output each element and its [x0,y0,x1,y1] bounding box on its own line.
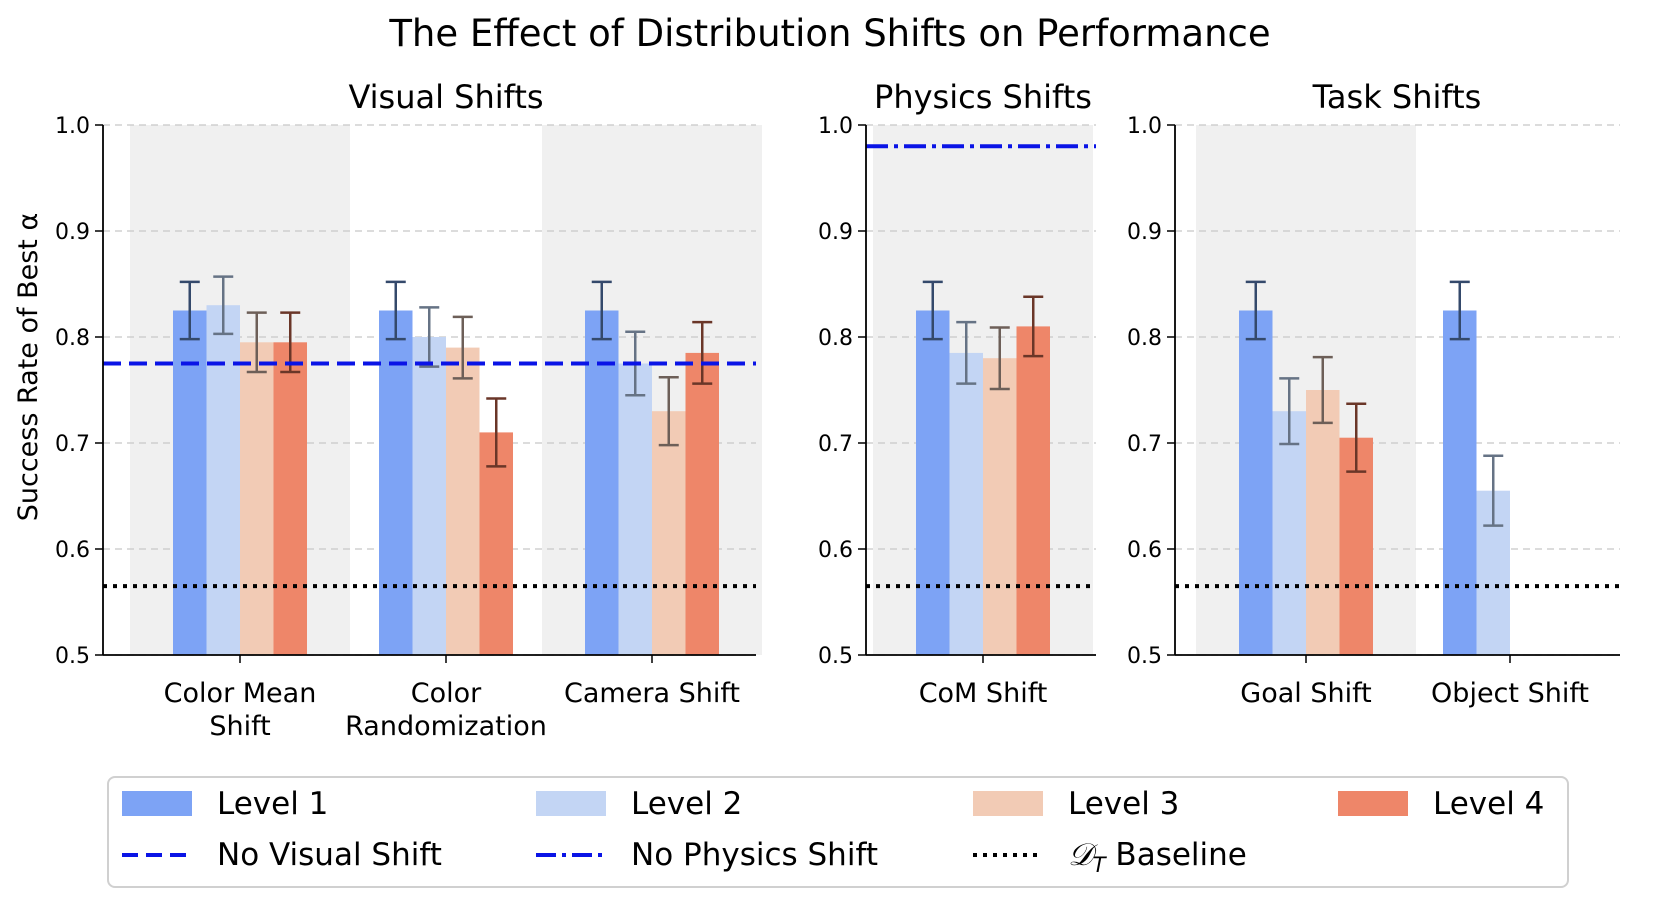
bar [916,310,950,655]
legend-frame [107,776,1569,888]
y-tick-label: 0.6 [1127,538,1162,563]
bar [446,347,480,655]
bar [1443,310,1477,655]
y-tick-label: 0.9 [1127,220,1162,245]
bar [983,358,1017,655]
panel-2: 0.5 0.6 0.7 0.8 0.9 1.0 CoM Shift Physics Shift… [818,78,1096,709]
bar [240,342,274,655]
bar [652,411,686,655]
bar [1239,310,1273,655]
y-tick-label: 0.6 [818,538,853,563]
x-tick-label: Randomization [345,711,547,742]
y-tick-label: 0.5 [818,644,853,669]
legend-label-level2: Level 2 [631,786,742,822]
bar [1016,326,1050,655]
bar [685,352,719,655]
bar [173,310,207,655]
legend-swatch-level1 [122,791,192,816]
bar [1306,390,1340,655]
bar [618,363,652,655]
y-tick-label: 0.8 [1127,326,1162,351]
x-tick-label: Camera Shift [564,678,740,709]
x-tick-label: Goal Shift [1240,678,1371,709]
y-tick-label: 0.6 [55,538,90,563]
bar [206,305,240,655]
legend-label-no-physics-shift: No Physics Shift [631,837,878,873]
y-axis-label: Success Rate of Best α [13,213,44,522]
bar [1339,437,1373,655]
subplot-title: Physics Shifts [874,78,1092,116]
legend-label-baseline: 𝒟T Baseline [1068,837,1247,877]
y-tick-label: 0.7 [55,432,90,457]
legend-label-no-visual-shift: No Visual Shift [217,837,442,873]
x-tick-label: Color [411,678,482,709]
baseline-suffix: Baseline [1106,837,1247,873]
y-tick-label: 0.5 [1127,644,1162,669]
subplot-title: Task Shifts [1312,78,1482,116]
panel-3: 0.5 0.6 0.7 0.8 0.9 1.0 Goal Shift Object Shift… [1127,78,1620,709]
bar [412,337,446,655]
bar [379,310,413,655]
legend-label-level4: Level 4 [1433,786,1544,822]
bar [949,352,983,655]
legend-label-level3: Level 3 [1068,786,1179,822]
legend-swatch-level4 [1338,791,1408,816]
y-tick-label: 0.7 [818,432,853,457]
y-tick-label: 0.9 [55,220,90,245]
legend-swatch-level3 [973,791,1043,816]
bar [585,310,619,655]
y-tick-label: 0.8 [55,326,90,351]
y-tick-label: 1.0 [55,114,90,139]
baseline-subscript: T [1093,853,1108,877]
bar [273,342,307,655]
y-tick-label: 0.9 [818,220,853,245]
bar [479,432,513,655]
x-tick-label: Object Shift [1431,678,1589,709]
y-tick-label: 0.8 [818,326,853,351]
y-tick-label: 1.0 [818,114,853,139]
x-tick-label: CoM Shift [919,678,1048,709]
x-tick-label: Shift [209,711,270,742]
bar [1272,411,1306,655]
y-tick-label: 0.7 [1127,432,1162,457]
y-tick-label: 1.0 [1127,114,1162,139]
legend: Level 1 Level 2 Level 3 Level 4 No Visua… [107,776,1569,888]
subplot-title: Visual Shifts [348,78,543,116]
figure-title: The Effect of Distribution Shifts on Per… [388,12,1270,55]
x-tick-label: Color Mean [164,678,317,709]
y-tick-label: 0.5 [55,644,90,669]
legend-label-level1: Level 1 [217,786,328,822]
legend-swatch-level2 [536,791,606,816]
